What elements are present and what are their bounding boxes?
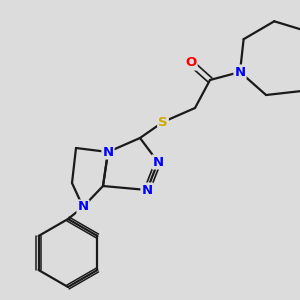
Text: N: N — [102, 146, 114, 158]
Text: N: N — [234, 65, 246, 79]
Text: N: N — [152, 155, 164, 169]
Text: S: S — [158, 116, 168, 128]
Text: N: N — [141, 184, 153, 196]
Text: O: O — [185, 56, 197, 70]
Text: N: N — [77, 200, 88, 214]
